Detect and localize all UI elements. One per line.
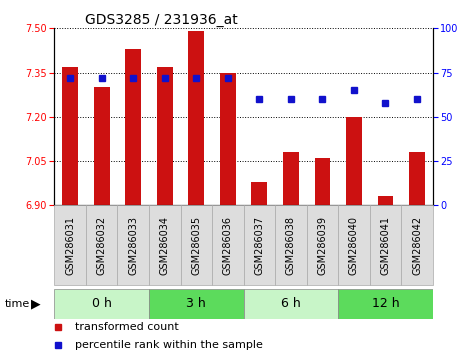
Text: GSM286033: GSM286033 (128, 216, 138, 275)
Text: percentile rank within the sample: percentile rank within the sample (75, 340, 263, 350)
Bar (212, 205, 244, 285)
Text: GSM286032: GSM286032 (96, 216, 107, 275)
Text: GSM286037: GSM286037 (254, 216, 264, 275)
Text: 12 h: 12 h (372, 297, 399, 310)
Text: 3 h: 3 h (186, 297, 206, 310)
Bar (401, 205, 433, 285)
Text: GDS3285 / 231936_at: GDS3285 / 231936_at (85, 13, 237, 27)
Bar (307, 205, 338, 285)
Text: transformed count: transformed count (75, 322, 179, 332)
Bar (157, 67, 173, 205)
Bar (338, 289, 433, 319)
Bar (315, 158, 330, 205)
Text: GSM286036: GSM286036 (223, 216, 233, 275)
Text: 6 h: 6 h (281, 297, 301, 310)
Text: ▶: ▶ (31, 297, 40, 310)
Text: GSM286042: GSM286042 (412, 216, 422, 275)
Bar (125, 49, 141, 205)
Bar (54, 289, 149, 319)
Bar (338, 205, 370, 285)
Bar (275, 205, 307, 285)
Bar (54, 205, 86, 285)
Bar (62, 67, 78, 205)
Text: GSM286039: GSM286039 (317, 216, 327, 275)
Bar (117, 205, 149, 285)
Bar (244, 289, 338, 319)
Bar (370, 205, 401, 285)
Bar (252, 182, 267, 205)
Text: GSM286035: GSM286035 (191, 216, 201, 275)
Bar (86, 205, 117, 285)
Text: 0 h: 0 h (92, 297, 112, 310)
Bar (244, 205, 275, 285)
Bar (188, 31, 204, 205)
Text: GSM286031: GSM286031 (65, 216, 75, 275)
Bar (94, 87, 110, 205)
Bar (409, 152, 425, 205)
Bar (346, 117, 362, 205)
Bar (149, 205, 181, 285)
Bar (283, 152, 299, 205)
Bar (377, 196, 394, 205)
Text: GSM286040: GSM286040 (349, 216, 359, 275)
Bar (220, 73, 236, 205)
Bar (149, 289, 244, 319)
Bar (181, 205, 212, 285)
Text: GSM286038: GSM286038 (286, 216, 296, 275)
Text: time: time (5, 298, 30, 309)
Text: GSM286034: GSM286034 (160, 216, 170, 275)
Text: GSM286041: GSM286041 (380, 216, 391, 275)
